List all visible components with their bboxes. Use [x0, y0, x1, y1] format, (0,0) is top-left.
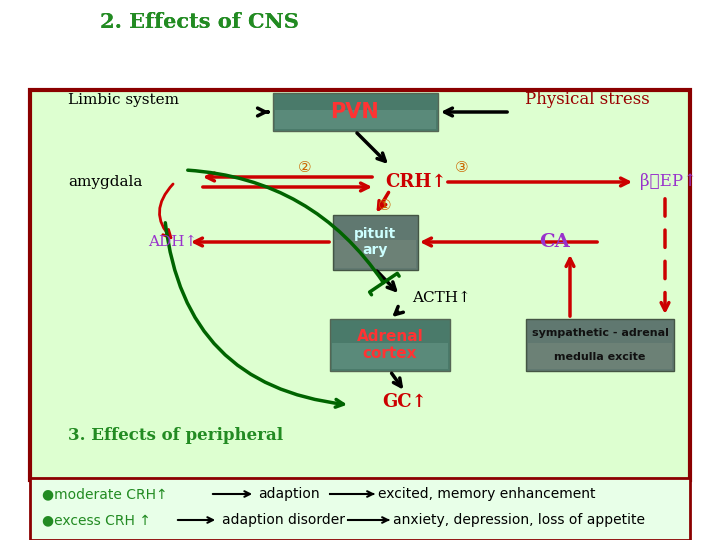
Text: ①: ① [378, 198, 392, 213]
FancyBboxPatch shape [528, 343, 672, 369]
Text: Physical stress: Physical stress [525, 91, 649, 109]
FancyBboxPatch shape [333, 214, 418, 269]
Text: 2. Effects of CNS: 2. Effects of CNS [100, 12, 299, 32]
Text: excited, memory enhancement: excited, memory enhancement [378, 487, 595, 501]
Text: amygdala: amygdala [68, 175, 143, 189]
Text: 2. Effects of CNS: 2. Effects of CNS [100, 12, 299, 32]
Text: ACTH↑: ACTH↑ [412, 291, 471, 305]
Text: adaption: adaption [258, 487, 320, 501]
Text: CA: CA [539, 233, 570, 251]
Text: 3. Effects of peripheral: 3. Effects of peripheral [68, 427, 283, 443]
Text: ●excess CRH ↑: ●excess CRH ↑ [42, 513, 151, 527]
FancyBboxPatch shape [335, 240, 415, 267]
FancyBboxPatch shape [30, 90, 690, 480]
Text: sympathetic - adrenal

medulla excite: sympathetic - adrenal medulla excite [531, 328, 668, 362]
FancyBboxPatch shape [30, 478, 690, 540]
Text: ③: ③ [455, 160, 469, 176]
Text: adaption disorder: adaption disorder [222, 513, 345, 527]
Text: ②: ② [298, 160, 312, 176]
Text: CRH↑: CRH↑ [385, 173, 446, 191]
Text: β－EP↑: β－EP↑ [640, 173, 697, 191]
Text: PVN: PVN [330, 102, 379, 122]
FancyBboxPatch shape [274, 110, 436, 129]
Text: ADH↑: ADH↑ [148, 235, 197, 249]
Text: pituit
ary: pituit ary [354, 227, 396, 257]
Text: GC↑: GC↑ [382, 393, 427, 411]
Text: Adrenal
cortex: Adrenal cortex [356, 329, 423, 361]
FancyBboxPatch shape [526, 319, 674, 371]
FancyBboxPatch shape [330, 319, 450, 371]
Text: ●moderate CRH↑: ●moderate CRH↑ [42, 487, 168, 501]
FancyBboxPatch shape [272, 93, 438, 131]
Text: Limbic system: Limbic system [68, 93, 179, 107]
Text: anxiety, depression, loss of appetite: anxiety, depression, loss of appetite [393, 513, 645, 527]
FancyBboxPatch shape [332, 343, 448, 369]
